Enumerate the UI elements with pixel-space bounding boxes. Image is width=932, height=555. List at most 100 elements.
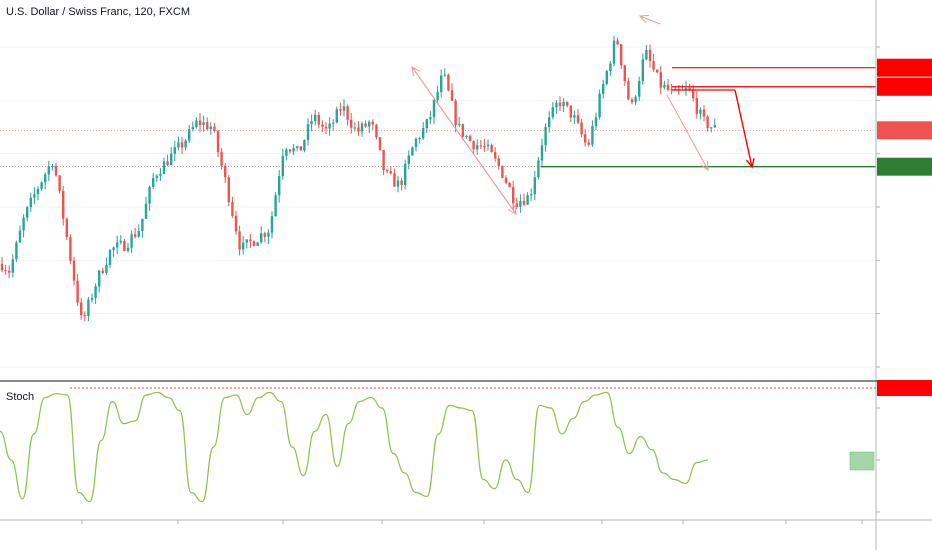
candle-body xyxy=(436,91,439,101)
candle-body xyxy=(162,161,166,174)
candle-body xyxy=(591,126,594,145)
candle-body xyxy=(688,88,691,90)
candle-body xyxy=(634,96,637,103)
candle-body xyxy=(44,174,47,183)
candle-body xyxy=(256,242,259,246)
candle-body xyxy=(108,249,112,266)
candle-body xyxy=(360,123,364,132)
candle-body xyxy=(306,124,310,140)
candle-body xyxy=(8,270,11,273)
stoch-label: Stoch xyxy=(6,391,34,403)
candle-body xyxy=(321,124,324,127)
stoch-pane xyxy=(0,387,876,503)
candle-body xyxy=(692,89,695,99)
price-badge xyxy=(877,58,932,77)
candle-body xyxy=(281,155,284,177)
candle-body xyxy=(450,90,454,101)
candle-body xyxy=(483,146,486,148)
candle-body xyxy=(713,124,716,128)
candle-body xyxy=(137,231,140,237)
candle-body xyxy=(497,158,500,167)
candle-body xyxy=(598,93,601,118)
candle-body xyxy=(587,142,590,145)
candle-body xyxy=(209,126,212,130)
candle-body xyxy=(310,121,313,125)
candle-body xyxy=(476,145,479,150)
candle-body xyxy=(260,233,263,243)
candle-body xyxy=(515,203,518,207)
candle-body xyxy=(501,166,504,178)
candle-body xyxy=(220,152,223,166)
candle-body xyxy=(620,44,623,66)
candle-body xyxy=(641,59,644,82)
candle-body xyxy=(303,139,306,151)
candle-body xyxy=(98,270,101,287)
candle-body xyxy=(51,165,54,167)
candle-body xyxy=(105,265,108,273)
candle-body xyxy=(202,122,205,125)
candle-body xyxy=(659,72,662,88)
candle-body xyxy=(638,81,641,97)
candle-body xyxy=(177,142,180,148)
candle-body xyxy=(278,176,281,196)
candle-body xyxy=(83,315,86,317)
candle-body xyxy=(605,71,608,84)
candle-body xyxy=(378,137,382,150)
trend-arrow-down xyxy=(411,66,517,215)
candle-body xyxy=(623,65,626,82)
candle-body xyxy=(299,146,302,151)
candle-body xyxy=(195,120,198,128)
candle-body xyxy=(227,177,230,203)
candle-body xyxy=(602,83,605,94)
candle-body xyxy=(418,138,421,140)
candle-body xyxy=(141,218,144,232)
candle-body xyxy=(512,187,515,204)
candle-body xyxy=(454,100,457,126)
candle-body xyxy=(252,241,256,246)
candle-body xyxy=(422,128,425,139)
candle-body xyxy=(562,101,565,107)
candle-body xyxy=(350,119,353,128)
candle-body xyxy=(695,98,698,114)
candle-body xyxy=(213,126,216,132)
candle-body xyxy=(26,207,29,218)
candle-body xyxy=(126,247,130,251)
peak-arrow xyxy=(639,15,661,25)
candle-body xyxy=(522,201,526,205)
candle-body xyxy=(540,145,544,161)
candle-body xyxy=(101,270,104,273)
candle-body xyxy=(472,141,475,150)
candle-body xyxy=(76,280,79,303)
candle-body xyxy=(684,88,688,90)
candle-body xyxy=(22,217,25,231)
candle-body xyxy=(33,194,36,198)
stoch-axis-ticks xyxy=(876,407,880,513)
price-badge xyxy=(877,121,932,140)
candle-body xyxy=(191,127,194,130)
candle-body xyxy=(249,239,252,242)
candle-body xyxy=(231,202,234,216)
candle-body xyxy=(594,117,598,127)
price-badge xyxy=(877,77,932,96)
candle-body xyxy=(652,61,655,70)
candle-body xyxy=(234,215,238,232)
chart-title: U.S. Dollar / Swiss Franc, 120, FXCM xyxy=(6,6,190,18)
candle-body xyxy=(170,153,173,166)
candle-body xyxy=(65,218,68,238)
candle-body xyxy=(710,127,713,129)
candle-body xyxy=(317,114,320,125)
candle-body xyxy=(479,145,482,147)
candle-body xyxy=(342,106,346,111)
stoch-level-badge xyxy=(877,379,932,396)
candle-body xyxy=(630,99,634,103)
trend-arrow-down-head xyxy=(507,205,517,215)
candle-body xyxy=(112,247,115,250)
candle-body xyxy=(393,173,396,187)
projection-arrow-2 xyxy=(734,89,753,168)
candle-body xyxy=(270,216,274,233)
candle-body xyxy=(4,270,7,272)
candle-body xyxy=(447,74,450,91)
candle-body xyxy=(296,146,299,149)
